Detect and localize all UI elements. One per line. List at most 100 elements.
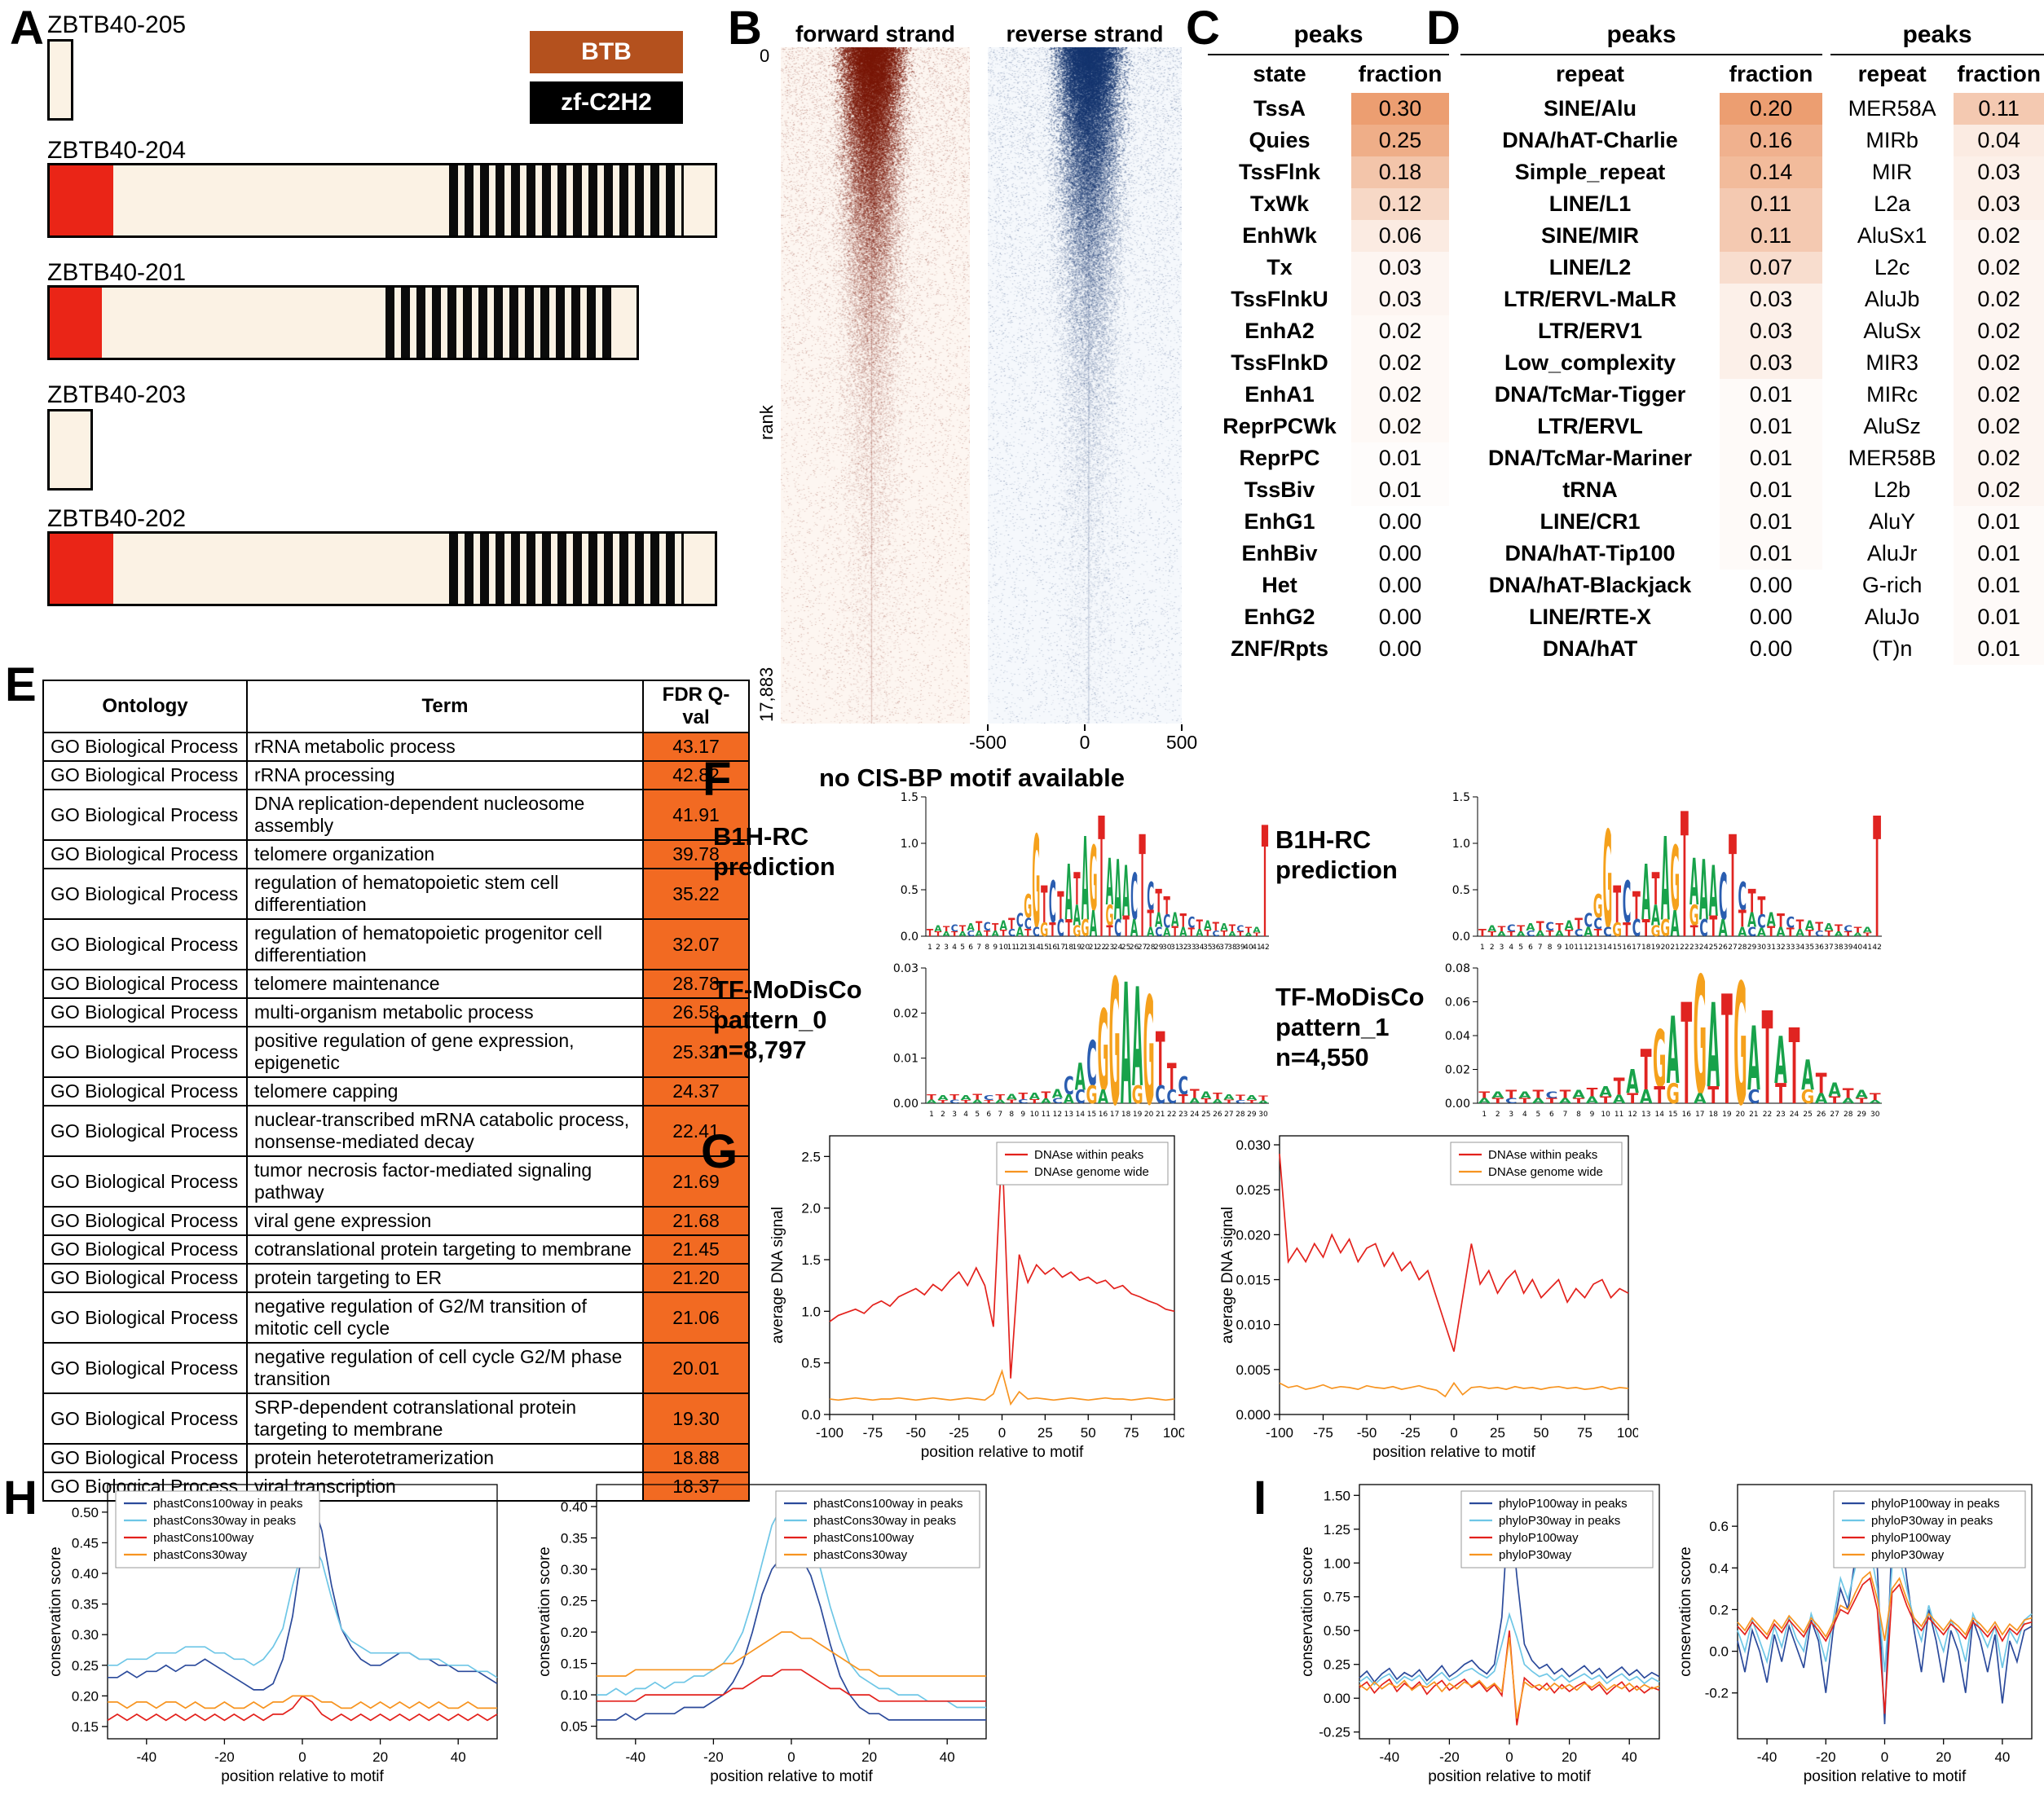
repeat-name: MIR3: [1830, 347, 1954, 379]
repeat-row: L2b 0.02: [1830, 474, 2044, 506]
svg-text:16: 16: [1682, 1111, 1692, 1119]
b1h-caption-line: B1H-RC: [713, 821, 835, 851]
go-term: rRNA processing: [247, 761, 643, 790]
svg-text:A: A: [1555, 930, 1565, 939]
svg-text:A: A: [1098, 1086, 1109, 1108]
repeat-row: DNA/TcMar-Mariner 0.01: [1460, 442, 1822, 474]
repeat-row: LINE/L2 0.07: [1460, 252, 1822, 284]
panel-f-label: F: [703, 756, 731, 803]
state-row: EnhA1 0.02: [1208, 379, 1449, 411]
state-name: EnhG2: [1208, 601, 1351, 633]
repeat-fraction: 0.01: [1720, 379, 1822, 411]
svg-text:1.0: 1.0: [801, 1304, 821, 1319]
go-ontology: GO Biological Process: [43, 1264, 247, 1292]
go-row: GO Biological Process negative regulatio…: [43, 1343, 749, 1393]
repeat-name: AluJo: [1830, 601, 1954, 633]
repeat-row: LTR/ERVL-MaLR 0.03: [1460, 284, 1822, 315]
modisco-caption-line: pattern_0: [713, 1005, 862, 1035]
go-qval: 21.06: [643, 1292, 749, 1343]
state-name: Tx: [1208, 252, 1351, 284]
go-term: viral gene expression: [247, 1207, 643, 1235]
svg-text:0.5: 0.5: [901, 884, 918, 897]
svg-text:T: T: [1546, 1097, 1557, 1105]
svg-text:DNAse genome wide: DNAse genome wide: [1488, 1165, 1603, 1179]
svg-text:-40: -40: [626, 1749, 646, 1765]
repeat-name: (T)n: [1830, 633, 1954, 665]
svg-text:8: 8: [1548, 944, 1553, 952]
svg-text:0.75: 0.75: [1324, 1590, 1350, 1605]
svg-text:28: 28: [1236, 1111, 1245, 1119]
svg-text:T: T: [1805, 929, 1813, 939]
state-row: TssA 0.30: [1208, 93, 1449, 125]
repeat-fraction: 0.11: [1720, 220, 1822, 252]
col-header-ontology: Ontology: [43, 680, 247, 733]
peaks-title: peaks: [1830, 20, 2044, 55]
b1h-motif-logo-left: 0.0 0.5 1.0 1.5 T 1 A T 2 T A 3 C T 4 T A 5 A C 6 T A 7 C T 8 T A 9 A T…: [879, 790, 1274, 957]
svg-text:phyloP100way in peaks: phyloP100way in peaks: [1499, 1497, 1628, 1511]
svg-text:-75: -75: [1313, 1425, 1333, 1441]
repeat-fraction: 0.01: [1954, 633, 2044, 665]
state-row: TssFlnk 0.18: [1208, 156, 1449, 188]
go-qval: 24.37: [643, 1077, 749, 1106]
svg-text:T: T: [1654, 1081, 1665, 1108]
svg-text:27: 27: [1224, 1111, 1233, 1119]
svg-text:19: 19: [1651, 944, 1661, 952]
repeat-row: MIR3 0.02: [1830, 347, 2044, 379]
go-term: SRP-dependent cotranslational protein ta…: [247, 1393, 643, 1444]
svg-text:average DNA signal: average DNA signal: [769, 1207, 786, 1344]
svg-text:0.45: 0.45: [72, 1535, 99, 1551]
go-ontology: GO Biological Process: [43, 1106, 247, 1156]
state-name: EnhWk: [1208, 220, 1351, 252]
svg-text:T: T: [1188, 926, 1195, 939]
repeat-row: DNA/hAT-Charlie 0.16: [1460, 125, 1822, 156]
repeat-fraction: 0.00: [1720, 570, 1822, 601]
x-tick-label: 0: [1052, 732, 1117, 754]
svg-text:23: 23: [1178, 1111, 1187, 1119]
svg-text:0.01: 0.01: [893, 1053, 918, 1066]
svg-text:G: G: [1132, 1080, 1143, 1110]
state-fraction: 0.01: [1351, 474, 1449, 506]
repeat-fraction: 0.00: [1720, 601, 1822, 633]
go-qval: 43.17: [643, 733, 749, 761]
svg-text:A: A: [1853, 931, 1863, 937]
state-name: EnhA1: [1208, 379, 1351, 411]
go-row: GO Biological Process DNA replication-de…: [43, 790, 749, 840]
repeat-fraction: 0.04: [1954, 125, 2044, 156]
isoform-name: ZBTB40-202: [47, 505, 186, 533]
svg-text:G: G: [1040, 920, 1048, 941]
svg-text:0: 0: [1450, 1425, 1457, 1441]
svg-text:15: 15: [1087, 1111, 1096, 1119]
panel-d-label: D: [1426, 5, 1460, 52]
svg-text:9: 9: [1020, 1111, 1025, 1119]
svg-text:25: 25: [1709, 944, 1718, 952]
svg-text:6: 6: [1549, 1111, 1554, 1119]
svg-text:0.6: 0.6: [1709, 1519, 1729, 1534]
col-header-fraction: fraction: [1954, 55, 2044, 93]
isoform-bar: [47, 285, 639, 360]
state-row: ZNF/Rpts 0.00: [1208, 633, 1449, 665]
rank-bottom-label: 17,883: [756, 667, 778, 722]
svg-text:4: 4: [952, 944, 957, 952]
svg-text:-50: -50: [1357, 1425, 1377, 1441]
svg-text:0.40: 0.40: [72, 1566, 99, 1582]
svg-text:C: C: [1815, 930, 1824, 939]
svg-text:6: 6: [986, 1111, 991, 1119]
svg-text:T: T: [1478, 927, 1487, 939]
repeat-name: AluJr: [1830, 538, 1954, 570]
repeat-fraction: 0.02: [1954, 442, 2044, 474]
svg-text:9: 9: [1557, 944, 1562, 952]
svg-text:T: T: [1623, 918, 1631, 941]
svg-text:A: A: [1842, 1097, 1855, 1105]
repeat-fraction: 0.01: [1720, 442, 1822, 474]
repeat-name: MIRb: [1830, 125, 1954, 156]
col-header-fraction: fraction: [1351, 55, 1449, 93]
svg-text:1.5: 1.5: [1452, 791, 1470, 804]
svg-text:G: G: [1081, 916, 1089, 942]
state-fraction: 0.00: [1351, 538, 1449, 570]
isoform-name: ZBTB40-204: [47, 137, 186, 165]
svg-text:T: T: [1029, 1098, 1039, 1105]
svg-text:-25: -25: [949, 1425, 969, 1441]
b1h-left-caption: B1H-RC prediction: [713, 821, 835, 882]
svg-text:G: G: [1086, 1080, 1097, 1110]
svg-text:1.5: 1.5: [801, 1252, 821, 1268]
